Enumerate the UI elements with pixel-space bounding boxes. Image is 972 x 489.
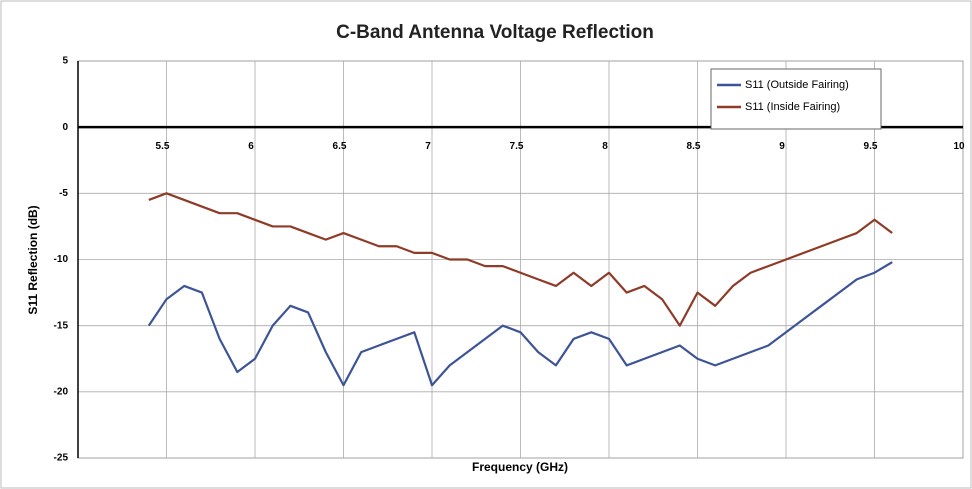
y-tick-label: -25 <box>54 453 69 464</box>
y-tick-label: -10 <box>54 254 69 265</box>
chart-title: C-Band Antenna Voltage Reflection <box>336 22 654 43</box>
x-tick-label: 6.5 <box>333 141 347 152</box>
legend-box <box>710 68 882 130</box>
legend-label: S11 (Inside Fairing) <box>745 101 840 113</box>
y-tick-label: 5 <box>62 56 68 67</box>
x-tick-label: 5.5 <box>156 141 170 152</box>
x-tick-label: 8.5 <box>687 141 701 152</box>
x-tick-label: 7.5 <box>510 141 524 152</box>
y-tick-label: -5 <box>59 188 68 199</box>
legend-label: S11 (Outside Fairing) <box>745 79 849 91</box>
x-tick-label: 10 <box>953 141 965 152</box>
y-tick-label: 0 <box>62 122 68 133</box>
x-tick-label: 9.5 <box>864 141 878 152</box>
x-tick-label: 9 <box>779 141 785 152</box>
data-line <box>148 192 893 327</box>
data-line <box>147 261 893 387</box>
y-axis-title: S11 Reflection (dB) <box>26 205 40 314</box>
y-tick-label: -20 <box>54 386 69 397</box>
x-tick-label: 7 <box>425 141 431 152</box>
x-tick-label: 8 <box>602 141 608 152</box>
y-tick-label: -15 <box>54 320 69 331</box>
x-tick-label: 6 <box>248 141 254 152</box>
x-axis-title: Frequency (GHz) <box>472 460 568 474</box>
